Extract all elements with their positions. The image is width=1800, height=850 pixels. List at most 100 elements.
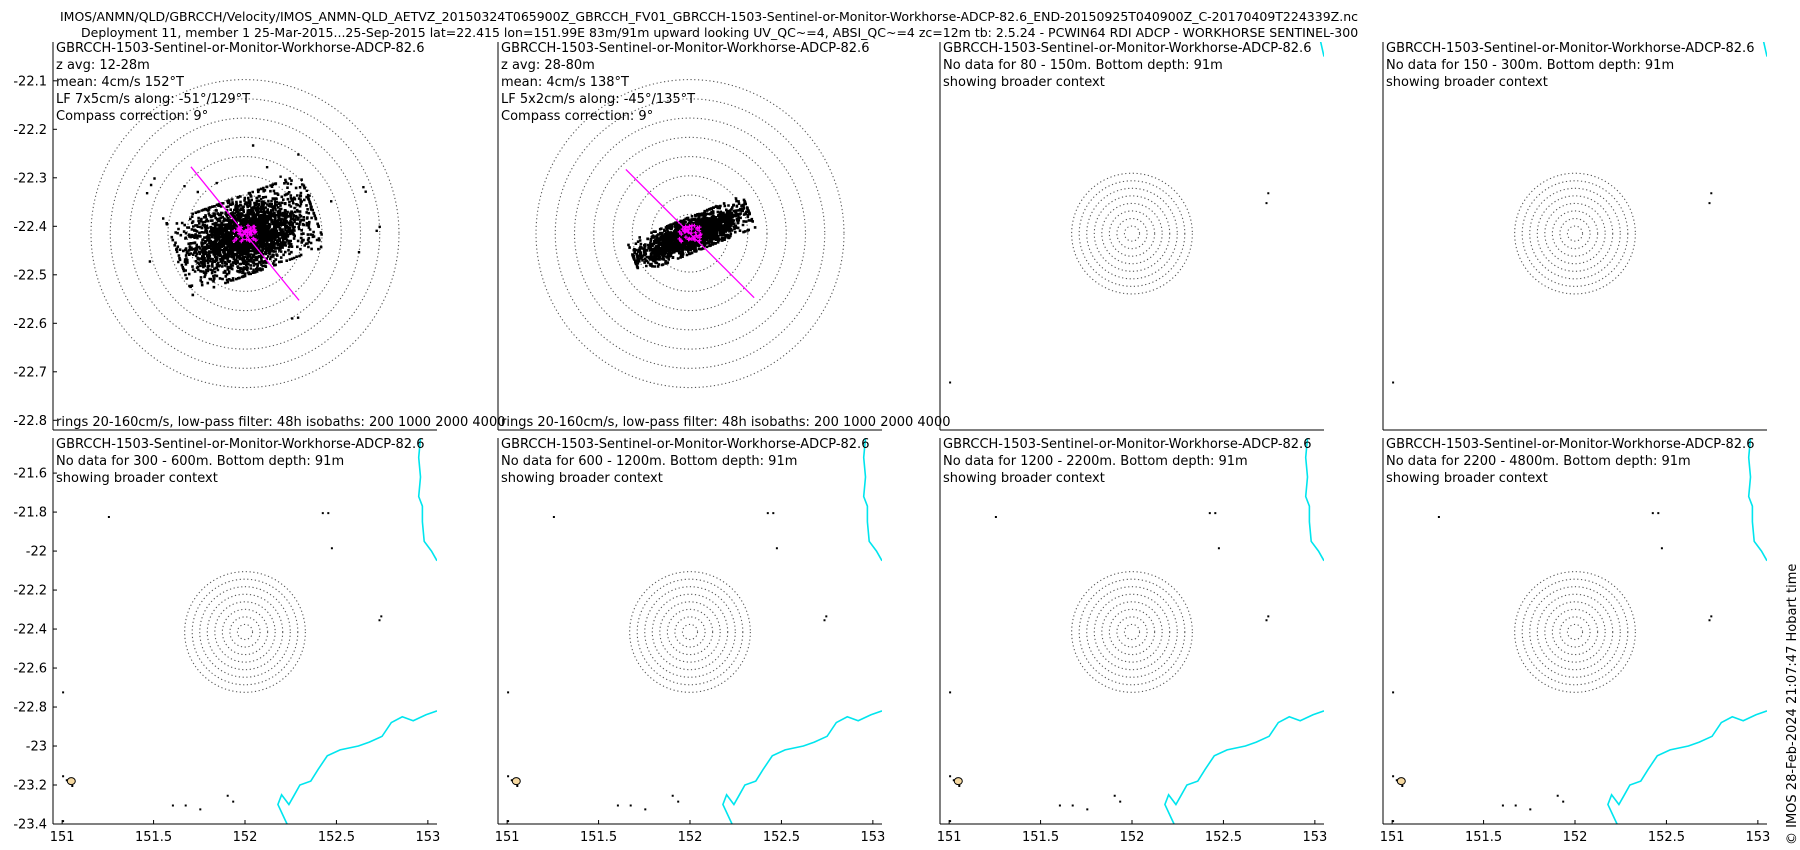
reef-islands xyxy=(949,192,1270,384)
panel-footer: rings 20-160cm/s, low-pass filter: 48h i… xyxy=(56,415,506,430)
x-tick-label: 151 xyxy=(1380,830,1405,845)
panel-title: GBRCCH-1503-Sentinel-or-Monitor-Workhors… xyxy=(1386,437,1754,452)
speed-ring xyxy=(90,79,400,389)
context-ring xyxy=(1086,586,1178,678)
x-tick-label: 152 xyxy=(678,830,703,845)
context-ring xyxy=(1123,225,1141,242)
context-ring xyxy=(1093,593,1171,671)
x-tick-label: 151.5 xyxy=(1465,830,1502,845)
shoal-patch xyxy=(511,777,521,786)
panel-6: 151 151.5 152 152.5 153 GBRCCH-1503-Sentinel-… xyxy=(495,437,886,845)
coastline-south xyxy=(277,710,437,824)
panel-annotation: mean: 4cm/s 152°T xyxy=(56,75,184,90)
context-ring xyxy=(191,578,299,686)
x-tick-label: 152 xyxy=(233,830,258,845)
reef-islands xyxy=(1392,192,1713,384)
panel-annotation: z avg: 28-80m xyxy=(501,58,595,73)
reef-islands xyxy=(507,512,828,824)
context-ring xyxy=(681,623,699,641)
y-tick-label: -21.8 xyxy=(13,506,47,521)
x-tick-label: 153 xyxy=(1745,830,1770,845)
context-ring xyxy=(1514,172,1636,295)
y-tick-label: -22.2 xyxy=(13,123,47,138)
shoal-patch xyxy=(66,777,76,786)
context-ring xyxy=(1559,217,1591,250)
x-tick-label: 152.5 xyxy=(763,830,800,845)
panel-title: GBRCCH-1503-Sentinel-or-Monitor-Workhors… xyxy=(56,437,424,452)
context-ring xyxy=(644,586,736,678)
context-ring xyxy=(199,586,291,678)
context-ring xyxy=(1551,210,1599,257)
header-title: IMOS/ANMN/QLD/GBRCCH/Velocity/IMOS_ANMN-… xyxy=(60,9,1358,24)
y-tick-label: -23.2 xyxy=(13,779,47,794)
y-tick-label: -22.1 xyxy=(13,74,47,89)
context-ring xyxy=(659,601,721,663)
context-ring xyxy=(1101,601,1163,663)
context-ring xyxy=(1536,593,1614,671)
context-ring xyxy=(1529,586,1621,678)
x-tick-label: 151.5 xyxy=(1022,830,1059,845)
context-ring xyxy=(1093,195,1171,272)
panel-plot-area xyxy=(507,438,882,824)
panel-annotation: showing broader context xyxy=(943,75,1105,90)
context-ring xyxy=(1078,180,1186,287)
x-tick-label: 151 xyxy=(50,830,75,845)
x-tick-label: 151.5 xyxy=(135,830,172,845)
panel-annotation: showing broader context xyxy=(1386,471,1548,486)
reef-islands xyxy=(1392,512,1713,824)
panel-plot-area xyxy=(90,79,400,389)
coastline-north xyxy=(1304,438,1324,562)
panel-annotation: mean: 4cm/s 138°T xyxy=(501,75,629,90)
panel-annotation: LF 7x5cm/s along: -51°/129°T xyxy=(56,92,250,107)
context-ring xyxy=(221,608,269,656)
low-pass-markers xyxy=(232,223,258,244)
coastline-south xyxy=(1322,429,1324,430)
y-tick-label: -22.6 xyxy=(13,662,47,677)
panel-annotation: No data for 2200 - 4800m. Bottom depth: … xyxy=(1386,454,1691,469)
coastline-south xyxy=(1765,429,1767,430)
panel-annotation: No data for 300 - 600m. Bottom depth: 91… xyxy=(56,454,344,469)
context-ring xyxy=(1521,180,1629,287)
panel-plot-area xyxy=(535,79,845,389)
coastline-north xyxy=(417,438,437,562)
context-ring xyxy=(1078,578,1186,686)
panel-annotation: showing broader context xyxy=(1386,75,1548,90)
velocity-scatter xyxy=(145,144,381,320)
header-subtitle: Deployment 11, member 1 25-Mar-2015...25… xyxy=(81,25,1359,40)
x-tick-label: 152.5 xyxy=(318,830,355,845)
context-ring xyxy=(1514,571,1636,693)
reef-islands xyxy=(949,512,1270,824)
panel-annotation: Compass correction: 9° xyxy=(501,109,653,124)
context-ring xyxy=(1536,195,1614,272)
panel-4: GBRCCH-1503-Sentinel-or-Monitor-Workhors… xyxy=(1382,41,1767,431)
context-ring xyxy=(1108,608,1156,656)
x-tick-label: 151.5 xyxy=(580,830,617,845)
y-tick-label: -23.4 xyxy=(13,818,47,833)
context-ring xyxy=(651,593,729,671)
panel-annotation: No data for 600 - 1200m. Bottom depth: 9… xyxy=(501,454,797,469)
context-ring xyxy=(229,616,261,648)
panel-annotation: showing broader context xyxy=(56,471,218,486)
panel-title: GBRCCH-1503-Sentinel-or-Monitor-Workhors… xyxy=(1386,41,1754,56)
panel-title: GBRCCH-1503-Sentinel-or-Monitor-Workhors… xyxy=(501,437,869,452)
speed-ring xyxy=(148,136,342,331)
shoal-patch xyxy=(953,777,963,786)
coastline-south xyxy=(1164,710,1324,824)
speed-ring xyxy=(128,117,362,350)
y-tick-label: -22.5 xyxy=(13,268,47,283)
panel-annotation: No data for 150 - 300m. Bottom depth: 91… xyxy=(1386,58,1674,73)
context-ring xyxy=(1116,616,1148,648)
y-tick-label: -22.3 xyxy=(13,171,47,186)
context-ring xyxy=(1559,616,1591,648)
x-tick-label: 152.5 xyxy=(1205,830,1242,845)
speed-ring xyxy=(612,156,768,312)
panel-title: GBRCCH-1503-Sentinel-or-Monitor-Workhors… xyxy=(943,41,1311,56)
shoal-patch xyxy=(1396,777,1406,786)
speed-ring xyxy=(593,136,787,331)
panel-5: -21.6 -21.8 -22 -22.2 -22.4 -22.6 -22.8 -23 -23.… xyxy=(13,437,440,845)
context-ring xyxy=(1544,202,1606,265)
panel-annotation: Compass correction: 9° xyxy=(56,109,208,124)
context-ring xyxy=(206,593,284,671)
context-ring xyxy=(1108,210,1156,257)
